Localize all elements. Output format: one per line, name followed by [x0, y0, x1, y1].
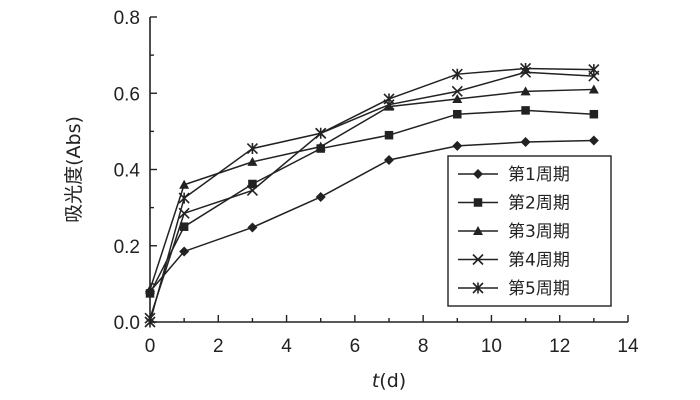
x-axis-title-unit: (d) — [379, 370, 406, 392]
data-point — [384, 101, 394, 111]
x-tick-label: 14 — [617, 336, 639, 357]
data-point — [588, 135, 599, 146]
data-point — [588, 64, 600, 76]
data-point — [520, 137, 531, 148]
axes: 0.0 0.2 0.4 0.6 0.8 0 2 4 6 8 10 12 14 — [114, 8, 639, 357]
data-point — [384, 130, 394, 140]
data-point — [452, 93, 463, 103]
series-line — [149, 139, 594, 292]
data-point — [144, 316, 156, 328]
legend-item: 第3周期 — [458, 222, 570, 242]
legend-label: 第4周期 — [508, 251, 570, 271]
series-3 — [145, 84, 599, 294]
series-group — [144, 62, 600, 328]
legend-item: 第1周期 — [458, 165, 570, 185]
x-axis-title: t(d) — [372, 370, 406, 392]
data-point — [384, 154, 394, 165]
y-axis-title: 吸光度(Abs) — [63, 116, 85, 223]
y-tick-label: 0.2 — [114, 237, 140, 258]
data-point — [247, 156, 258, 166]
legend-item: 第2周期 — [458, 194, 570, 214]
data-point — [246, 184, 258, 197]
data-point — [589, 109, 599, 119]
data-point — [452, 140, 463, 151]
series-5 — [144, 62, 600, 328]
legend-label: 第2周期 — [508, 194, 570, 214]
data-point — [520, 86, 531, 96]
legend-marker — [472, 282, 484, 294]
legend-item: 第5周期 — [458, 279, 570, 299]
data-point — [315, 127, 327, 139]
data-point — [453, 109, 462, 119]
data-point — [179, 179, 190, 189]
legend-label: 第1周期 — [508, 165, 570, 185]
y-tick-label: 0.0 — [114, 313, 140, 334]
data-point — [179, 246, 190, 257]
data-point — [315, 191, 326, 202]
data-point — [248, 179, 257, 189]
data-point — [178, 192, 190, 204]
legend-label: 第3周期 — [508, 222, 570, 242]
series-1 — [145, 135, 599, 297]
data-point — [145, 284, 155, 294]
series-line — [149, 109, 594, 294]
data-point — [451, 68, 463, 80]
data-point — [451, 85, 463, 97]
y-tick-label: 0.4 — [114, 161, 141, 182]
x-axis-title-variable: t — [372, 370, 381, 392]
data-point — [521, 106, 530, 115]
data-point — [588, 84, 599, 94]
data-point — [520, 62, 532, 75]
data-point — [247, 222, 258, 233]
x-tick-label: 8 — [418, 336, 429, 357]
data-point — [179, 222, 189, 231]
legend-marker — [473, 169, 483, 179]
data-point — [315, 141, 326, 151]
legend-marker — [473, 226, 483, 235]
data-point — [246, 142, 258, 155]
series-line — [149, 67, 594, 323]
y-tick-label: 0.8 — [114, 8, 140, 29]
legend-item: 第4周期 — [458, 251, 570, 271]
x-tick-label: 4 — [281, 336, 292, 357]
x-tick-label: 0 — [145, 336, 156, 357]
x-tick-label: 12 — [549, 336, 570, 357]
series-line — [149, 88, 594, 290]
data-point — [383, 93, 395, 105]
legend-marker — [473, 198, 483, 207]
y-tick-label: 0.6 — [114, 84, 140, 105]
series-line — [149, 71, 594, 319]
x-tick-label: 6 — [350, 336, 361, 357]
x-tick-label: 10 — [481, 336, 502, 357]
legend-marker — [472, 253, 484, 266]
legend-label: 第5周期 — [508, 279, 570, 299]
x-tick-label: 2 — [213, 336, 224, 357]
